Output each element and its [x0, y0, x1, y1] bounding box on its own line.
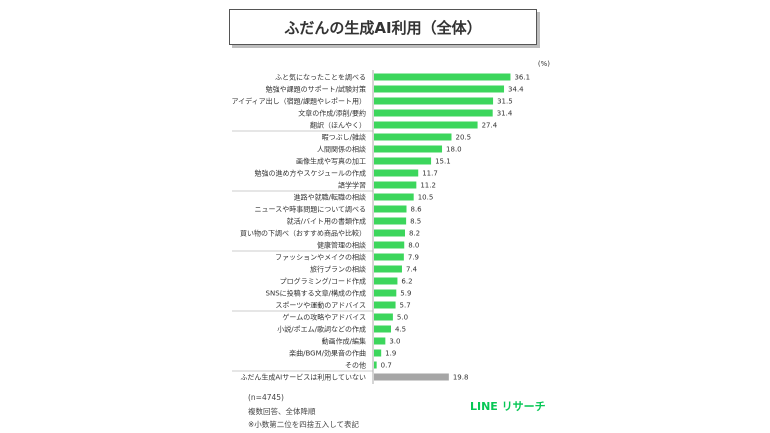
data-label: 6.2 — [401, 278, 412, 286]
category-label: 翻訳（ほんやく） — [310, 121, 366, 130]
bar — [374, 217, 407, 225]
category-label: その他 — [345, 361, 366, 370]
unit-label: (%) — [538, 60, 550, 68]
bar — [374, 229, 405, 237]
data-label: 0.7 — [381, 362, 392, 370]
category-label: スポーツや運動のアドバイス — [275, 301, 366, 310]
bar — [374, 109, 493, 117]
bar — [374, 265, 402, 273]
chart-title: ふだんの生成AI利用（全体） — [229, 9, 537, 45]
category-label: SNSに投稿する文章/構成の作成 — [266, 289, 366, 298]
bar — [374, 157, 432, 165]
category-label: 人間関係の相談 — [317, 145, 366, 154]
data-label: 5.0 — [397, 314, 408, 322]
bar — [374, 145, 443, 153]
bar — [374, 337, 386, 345]
category-label: 画像生成や写真の加工 — [296, 157, 366, 166]
category-label: 文章の作成/添削/要約 — [298, 109, 366, 118]
category-label: 動画作成/編集 — [322, 337, 366, 346]
category-label: 勉強の進め方やスケジュールの作成 — [254, 169, 366, 178]
bar — [374, 205, 407, 213]
data-label: 34.4 — [508, 86, 524, 94]
data-label: 4.5 — [395, 326, 406, 334]
bar — [374, 277, 398, 285]
bar — [374, 325, 392, 333]
category-label: ふと気になったことを調べる — [275, 73, 366, 82]
data-label: 31.5 — [497, 98, 513, 106]
category-label: ニュースや時事問題について調べる — [255, 205, 366, 214]
data-label: 8.6 — [411, 206, 423, 214]
data-label: 11.2 — [420, 182, 436, 190]
category-label: 語学学習 — [338, 181, 366, 190]
category-label: ファッションやメイクの相談 — [275, 253, 366, 262]
data-label: 1.9 — [385, 350, 396, 358]
bar — [374, 241, 405, 249]
category-label: ゲームの攻略やアドバイス — [282, 313, 366, 322]
category-label: 健康管理の相談 — [317, 241, 366, 250]
bar — [374, 361, 377, 369]
data-label: 8.0 — [408, 242, 419, 250]
bar — [374, 73, 511, 81]
bar — [374, 121, 478, 129]
category-label: 勉強や課題のサポート/試験対策 — [266, 85, 366, 94]
category-label: 旅行プランの相談 — [310, 265, 366, 274]
rounding-note: ※小数第二位を四捨五入して表記 — [248, 420, 360, 429]
data-label: 19.8 — [453, 374, 469, 382]
data-label: 27.4 — [482, 122, 498, 130]
data-label: 11.7 — [422, 170, 438, 178]
data-label: 5.9 — [400, 290, 411, 298]
bar — [374, 133, 452, 141]
data-label: 3.0 — [389, 338, 400, 346]
category-label: 小説/ポエム/歌詞などの作成 — [277, 325, 366, 334]
category-label: プログラミング/コード作成 — [280, 277, 366, 286]
category-label: ふだん生成AIサービスは利用していない — [240, 373, 366, 382]
bar — [374, 289, 397, 297]
data-label: 7.4 — [406, 266, 418, 274]
bar — [374, 193, 414, 201]
category-label: 楽曲/BGM/効果音の作曲 — [289, 349, 366, 358]
category-label: 就活/バイト用の書類作成 — [287, 217, 366, 226]
data-label: 20.5 — [455, 134, 471, 142]
bar — [374, 373, 449, 381]
data-label: 18.0 — [446, 146, 462, 154]
category-label: 進路や就職/転職の相談 — [294, 193, 366, 202]
bar — [374, 313, 393, 321]
bar — [374, 349, 382, 357]
sample-size-note: (n=4745) — [248, 393, 284, 402]
category-label: アイディア出し（宿題/課題やレポート用） — [231, 97, 366, 106]
multiple-answer-note: 複数回答、全体降順 — [248, 407, 316, 416]
data-label: 7.9 — [408, 254, 419, 262]
bar — [374, 97, 494, 105]
data-label: 36.1 — [514, 74, 530, 82]
bar — [374, 169, 419, 177]
bar — [374, 253, 404, 261]
bar — [374, 301, 396, 309]
data-label: 15.1 — [435, 158, 451, 166]
data-label: 8.5 — [410, 218, 421, 226]
category-label: 買い物の下調べ（おすすめ商品や比較） — [240, 229, 366, 238]
bar — [374, 85, 505, 93]
brand-logo: LINE リサーチ — [470, 400, 546, 413]
data-label: 5.7 — [400, 302, 411, 310]
category-label: 暇つぶし/雑談 — [322, 133, 366, 142]
bar — [374, 181, 417, 189]
data-label: 31.4 — [497, 110, 513, 118]
data-label: 8.2 — [409, 230, 420, 238]
data-label: 10.5 — [418, 194, 434, 202]
